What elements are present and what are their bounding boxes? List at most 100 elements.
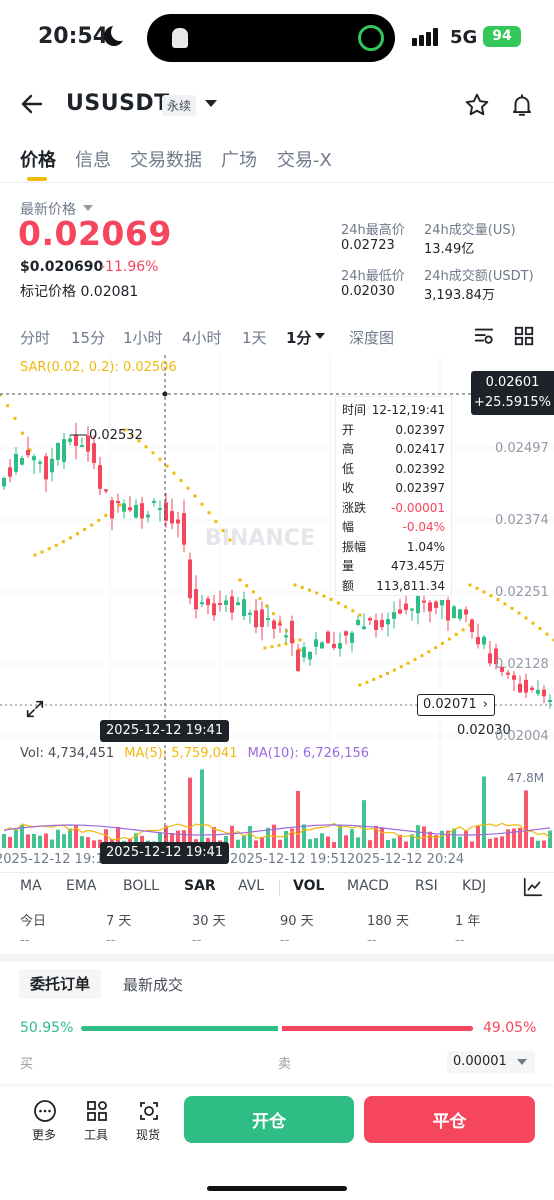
expand-icon[interactable] (24, 698, 46, 720)
tab-divider (0, 182, 554, 183)
high-label: 24h最高价 (341, 223, 405, 238)
usd-price: $0.020690 (20, 259, 104, 275)
crosshair-price: 0.02601 (485, 375, 540, 390)
favorite-star-icon[interactable] (464, 92, 490, 118)
tab-open-orders[interactable]: 委托订单 (19, 969, 101, 999)
section-divider (0, 954, 554, 962)
low-marker: 0.02030 (457, 723, 511, 738)
period-value: -- (20, 933, 30, 948)
tooltip-key: 振幅 (342, 539, 367, 554)
period-value: -- (280, 933, 290, 948)
indicator-macd[interactable]: MACD (347, 878, 389, 894)
tooltip-row: 幅 -0.04% (342, 518, 445, 538)
indicator-boll[interactable]: BOLL (123, 878, 159, 894)
interval-4h[interactable]: 4小时 (182, 329, 222, 347)
indicator-ma[interactable]: MA (20, 878, 42, 894)
tooltip-value: 113,811.34 (376, 578, 445, 593)
volume-legend: Vol: 4,734,451 MA(5): 5,759,041 MA(10): … (20, 746, 369, 761)
period-label: 今日 (20, 914, 47, 929)
high-value: 0.02723 (341, 238, 395, 253)
tooltip-key: 额 (342, 578, 355, 593)
volume-label: 24h成交量(US) (424, 223, 516, 238)
vol-value: Vol: 4,734,451 (20, 746, 115, 761)
back-arrow-icon[interactable] (20, 92, 44, 116)
more-label[interactable]: 更多 (32, 1128, 57, 1142)
interval-timeline[interactable]: 分时 (20, 329, 51, 347)
tooltip-row: 涨跌 -0.00001 (342, 499, 445, 519)
tooltip-value: 12-12,19:41 (371, 403, 445, 417)
tooltip-row: 收 0.02397 (342, 479, 445, 499)
spot-icon[interactable] (137, 1099, 161, 1123)
interval-1d[interactable]: 1天 (242, 329, 267, 347)
indicator-vol[interactable]: VOL (293, 878, 325, 894)
tab-price[interactable]: 价格 (20, 150, 56, 171)
pair-title[interactable]: USUSDT (66, 91, 170, 116)
current-price-value: 0.02071 (423, 697, 477, 712)
indicator-rsi[interactable]: RSI (415, 878, 438, 894)
chevron-right-icon: › (482, 697, 488, 712)
more-icon[interactable] (33, 1099, 57, 1123)
tooltip-row: 振幅 1.04% (342, 538, 445, 558)
spot-label[interactable]: 现货 (136, 1128, 161, 1142)
indicator-kdj[interactable]: KDJ (462, 878, 487, 894)
tab-square[interactable]: 广场 (221, 150, 257, 171)
current-price-button[interactable]: 0.02071 › (417, 694, 495, 716)
last-price-label[interactable]: 最新价格 (20, 202, 76, 218)
time-axis-label: 2025-12-12 19:51 (230, 852, 347, 867)
pair-dropdown-icon[interactable] (205, 100, 217, 107)
last-price-dropdown-icon[interactable] (83, 205, 93, 211)
dynamic-island (147, 14, 395, 62)
indicator-ema[interactable]: EMA (66, 878, 97, 894)
low-label: 24h最低价 (341, 269, 405, 284)
price-change: -11.96% (100, 259, 159, 275)
last-price: 0.02069 (18, 214, 172, 253)
tab-trade-x[interactable]: 交易-X (277, 150, 332, 171)
interval-1m[interactable]: 1分 (286, 329, 312, 347)
tab-info[interactable]: 信息 (75, 150, 111, 171)
tooltip-key: 开 (342, 422, 355, 437)
indicator-settings-icon[interactable] (522, 876, 544, 898)
chart-watermark: BINANCE (205, 526, 315, 551)
network-type: 5G (450, 27, 478, 48)
tooltip-row: 量 473.45万 (342, 557, 445, 577)
tooltip-row: 额 113,811.34 (342, 577, 445, 597)
tab-trading-data[interactable]: 交易数据 (130, 150, 202, 171)
tools-icon[interactable] (85, 1099, 109, 1123)
candlestick-chart[interactable]: BINANCE 0.02532 0.02030 0.02497 0.02374 0.… (0, 355, 554, 875)
close-position-button[interactable]: 平仓 (364, 1096, 535, 1143)
price-axis-label: 0.02251 (495, 585, 549, 600)
bell-icon[interactable] (509, 92, 535, 118)
tooltip-key: 时间 (342, 403, 367, 417)
tools-label[interactable]: 工具 (84, 1128, 109, 1142)
tooltip-value: 0.02397 (395, 481, 445, 495)
vol-ma10: MA(10): 6,726,156 (247, 746, 370, 761)
crosshair-date-bottom: 2025-12-12 19:41 (100, 842, 230, 864)
crosshair-price-tag: 0.02601 +25.5915% (471, 371, 554, 415)
indicator-sar[interactable]: SAR (184, 878, 216, 894)
tooltip-value: 0.02417 (395, 442, 445, 456)
interval-15m[interactable]: 15分 (71, 329, 106, 347)
tooltip-row: 时间 12-12,19:41 (342, 401, 445, 421)
vol-ma5: MA(5): 5,759,041 (124, 746, 238, 761)
battery-icon: 94 (483, 26, 521, 47)
period-value: -- (106, 933, 116, 948)
tab-underline (27, 177, 47, 181)
interval-dropdown-icon[interactable] (315, 333, 325, 339)
layout-grid-icon[interactable] (513, 325, 535, 347)
indicator-separator (279, 880, 280, 896)
crosshair-date-top: 2025-12-12 19:41 (100, 720, 230, 742)
tooltip-row: 高 0.02417 (342, 440, 445, 460)
indicator-avl[interactable]: AVL (238, 878, 265, 894)
chart-settings-icon[interactable] (473, 325, 495, 347)
sell-ratio-bar (282, 1026, 473, 1031)
period-value: -- (455, 933, 465, 948)
price-step-select[interactable]: 0.00001 (447, 1051, 535, 1073)
signal-icon (412, 28, 440, 46)
open-position-button[interactable]: 开仓 (184, 1096, 354, 1143)
tab-recent-trades[interactable]: 最新成交 (123, 976, 184, 994)
period-label: 180 天 (367, 914, 409, 929)
interval-1h[interactable]: 1小时 (123, 329, 163, 347)
interval-depth[interactable]: 深度图 (349, 329, 395, 347)
contract-type-badge: 永续 (162, 95, 197, 116)
buy-ratio-bar (81, 1026, 278, 1031)
